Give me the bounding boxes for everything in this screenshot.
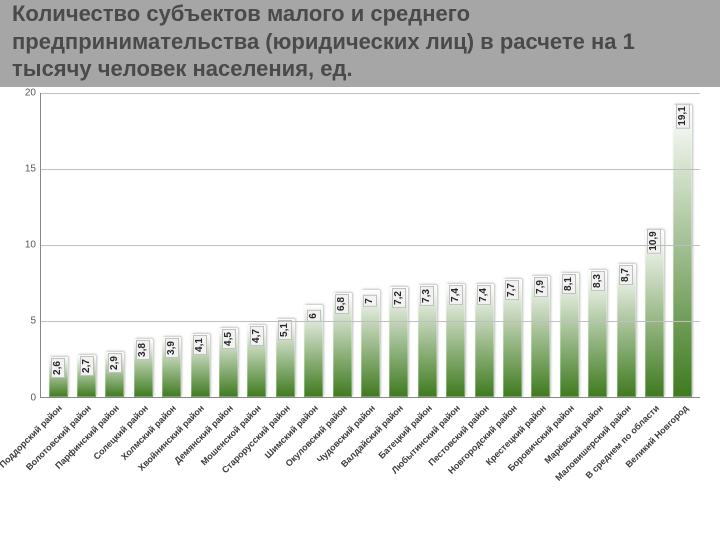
bar-value-label: 7,3 [420, 286, 434, 306]
y-tick-label: 0 [16, 392, 36, 403]
plot-area: 2,6 2,7 2,9 3,8 3,9 4,1 4,5 4,7 5,1 6 6,8 7 7,2 7,3 7,… [40, 93, 700, 398]
bar-slot: 7 [356, 290, 384, 397]
bar-slot: 8,3 [583, 270, 611, 397]
bar-slot: 7,2 [385, 287, 413, 397]
y-tick-label: 15 [16, 163, 36, 174]
bar-value-label: 3,8 [136, 340, 150, 360]
bar: 7,4 [446, 284, 465, 397]
bar-value-label: 10,9 [647, 229, 661, 254]
bar-slot: 2,7 [72, 355, 100, 396]
bar-slot: 3,9 [158, 337, 186, 396]
bar-slot: 7,3 [413, 285, 441, 396]
bar: 8,3 [588, 270, 607, 397]
page-title: Количество субъектов малого и среднего п… [0, 0, 720, 87]
bar: 8,7 [617, 264, 636, 397]
bar: 3,9 [162, 337, 181, 396]
bar: 7,4 [475, 284, 494, 397]
bar-value-label: 7,4 [477, 285, 491, 305]
bar: 7,9 [531, 276, 550, 396]
x-label-slot: Мошенской район [242, 399, 270, 519]
bar: 5,1 [276, 319, 295, 397]
grid-line [41, 169, 700, 170]
bar: 4,5 [219, 328, 238, 397]
bar-value-label: 4,1 [193, 335, 207, 355]
bar-slot: 7,9 [527, 276, 555, 396]
y-tick-label: 5 [16, 316, 36, 327]
bar-value-label: 6,8 [335, 294, 349, 314]
bar-value-label: 7,9 [534, 277, 548, 297]
bar: 7,3 [418, 285, 437, 396]
x-label-slot: Великий Новгород [669, 399, 697, 519]
bar: 3,8 [134, 339, 153, 397]
bar: 4,7 [247, 325, 266, 397]
bar-value-label: 3,9 [165, 338, 179, 358]
bar-value-label: 2,9 [108, 353, 122, 373]
bar-slot: 8,7 [612, 264, 640, 397]
bar-slot: 10,9 [640, 230, 668, 396]
y-tick-label: 20 [16, 87, 36, 98]
bar-value-label: 7,4 [449, 285, 463, 305]
bar: 2,6 [49, 357, 68, 397]
bar-value-label: 2,6 [51, 358, 65, 378]
x-label-slot: В среднем по области [640, 399, 668, 519]
bar: 4,1 [191, 334, 210, 397]
bar-value-label: 7 [363, 295, 377, 307]
bar-value-label: 2,7 [80, 356, 94, 376]
y-tick-label: 10 [16, 240, 36, 251]
bar-slot: 5,1 [271, 319, 299, 397]
bar-slot: 7,4 [441, 284, 469, 397]
grid-line [41, 321, 700, 322]
bar-value-label: 19,1 [676, 104, 690, 129]
bar-chart: 2,6 2,7 2,9 3,8 3,9 4,1 4,5 4,7 5,1 6 6,8 7 7,2 7,3 7,… [10, 93, 710, 513]
bar-slot: 7,4 [470, 284, 498, 397]
bar-slot: 3,8 [129, 339, 157, 397]
bar: 6,8 [333, 293, 352, 397]
bar: 7,7 [503, 279, 522, 396]
bar-value-label: 4,5 [222, 329, 236, 349]
bar: 2,7 [77, 355, 96, 396]
bar-slot: 4,7 [243, 325, 271, 397]
bar: 8,1 [560, 273, 579, 397]
bar-value-label: 6 [307, 310, 321, 322]
bar-slot: 19,1 [669, 105, 697, 396]
bar-value-label: 8,1 [562, 274, 576, 294]
bar-value-label: 8,3 [591, 271, 605, 291]
bar: 7 [361, 290, 380, 397]
bar-slot: 4,1 [186, 334, 214, 397]
bar-slot: 2,6 [44, 357, 72, 397]
bar-value-label: 7,7 [505, 280, 519, 300]
bar-slot: 2,9 [101, 352, 129, 396]
grid-line [41, 93, 700, 94]
bar-slot: 7,7 [498, 279, 526, 396]
bar-slot: 6,8 [328, 293, 356, 397]
grid-line [41, 245, 700, 246]
bar-slot: 4,5 [214, 328, 242, 397]
bar: 6 [304, 305, 323, 397]
bar: 2,9 [105, 352, 124, 396]
bar-value-label: 4,7 [250, 326, 264, 346]
bar-value-label: 8,7 [619, 265, 633, 285]
x-label-slot: Чудовский район [356, 399, 384, 519]
bar-value-label: 7,2 [392, 288, 406, 308]
bar-slot: 8,1 [555, 273, 583, 397]
bar: 10,9 [645, 230, 664, 396]
bar-slot: 6 [300, 305, 328, 397]
bar-value-label: 5,1 [278, 320, 292, 340]
bar: 19,1 [673, 105, 692, 396]
bar: 7,2 [389, 287, 408, 397]
